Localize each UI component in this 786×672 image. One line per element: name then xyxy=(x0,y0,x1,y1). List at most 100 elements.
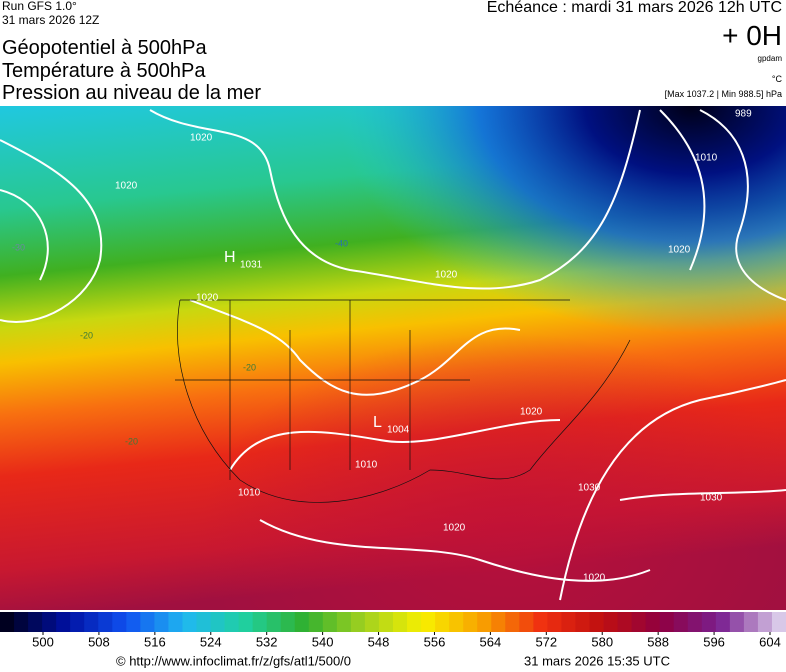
map-label: 1020 xyxy=(520,407,543,418)
map-label: 1020 xyxy=(435,270,458,281)
colorbar-swatch xyxy=(294,612,310,632)
colorbar-swatch xyxy=(477,612,492,632)
colorbar-swatch xyxy=(126,612,141,632)
isobars xyxy=(0,109,786,601)
colorbar-label: 556 xyxy=(424,634,446,649)
map-label: 1030 xyxy=(700,493,723,504)
map-label: -40 xyxy=(335,238,348,248)
colorbar-swatch xyxy=(393,612,408,632)
colorbar-swatch xyxy=(463,612,478,632)
map-label: 1020 xyxy=(190,133,213,144)
colorbar-swatch xyxy=(421,612,436,632)
colorbar-swatch xyxy=(407,612,422,632)
extremes: [Max 1037.2 | Min 988.5] hPa xyxy=(664,89,782,99)
unit: gpdam xyxy=(757,54,782,63)
colorbar-label: 580 xyxy=(591,634,613,649)
colorbar-swatch xyxy=(617,612,633,632)
colorbar-swatch xyxy=(505,612,520,632)
colorbar-swatch xyxy=(238,612,254,632)
colorbar-swatch xyxy=(350,612,366,632)
colorbar-swatch xyxy=(56,612,71,632)
colorbar-swatch xyxy=(519,612,534,632)
colorbar-label: 540 xyxy=(312,634,334,649)
colorbar-swatch xyxy=(729,612,745,632)
colorbar-swatch xyxy=(449,612,464,632)
colorbar-swatch xyxy=(364,612,380,632)
colorbar-swatch xyxy=(84,612,99,632)
colorbar-label: 500 xyxy=(32,634,54,649)
map-label: 989 xyxy=(735,109,752,120)
colorbar-swatch xyxy=(210,612,226,632)
colorbar-label: 548 xyxy=(368,634,390,649)
map-label: 1020 xyxy=(443,523,466,534)
title: Géopotentiel à 500hPa xyxy=(2,37,207,59)
colorbar-swatch xyxy=(0,612,15,632)
colorbar-swatch xyxy=(252,612,268,632)
title: Pression au niveau de la mer xyxy=(2,82,262,104)
colorbar-swatch xyxy=(322,612,338,632)
map-label: -20 xyxy=(80,330,93,340)
colorbar-swatch xyxy=(701,612,717,632)
colorbar-swatch xyxy=(561,612,576,632)
colorbar-swatch xyxy=(196,612,212,632)
colorbar-swatch xyxy=(687,612,703,632)
map-label: 1030 xyxy=(578,483,601,494)
colorbar-swatch xyxy=(308,612,324,632)
map-label: -20 xyxy=(243,362,256,372)
map-label: -30 xyxy=(12,242,25,252)
colorbar-swatch xyxy=(435,612,450,632)
colorbar-swatch xyxy=(266,612,282,632)
colorbar-swatch xyxy=(673,612,689,632)
colorbar-swatch xyxy=(168,612,183,632)
colorbar-swatch xyxy=(603,612,619,632)
map-label: H xyxy=(224,249,236,266)
map-label: 1020 xyxy=(668,245,691,256)
offset: + 0H xyxy=(722,20,782,51)
map-label: 1010 xyxy=(695,153,718,164)
colorbar-label: 588 xyxy=(647,634,669,649)
map-label: 1020 xyxy=(196,293,219,304)
map-label: L xyxy=(373,414,382,431)
colorbar-swatch xyxy=(28,612,43,632)
footer-url: © http://www.infoclimat.fr/z/gfs/atl1/50… xyxy=(116,653,351,668)
unit: °C xyxy=(771,74,782,84)
echeance: Echéance : mardi 31 mars 2026 12h UTC xyxy=(486,0,782,16)
colorbar-swatch xyxy=(715,612,731,632)
title: Température à 500hPa xyxy=(2,60,206,82)
colorbar-swatch xyxy=(743,612,759,632)
colorbar-swatch xyxy=(336,612,352,632)
colorbar-label: 564 xyxy=(480,634,502,649)
colorbar-swatch xyxy=(631,612,647,632)
colorbar-swatch xyxy=(757,612,773,632)
colorbar-swatch xyxy=(42,612,57,632)
colorbar-swatch xyxy=(280,612,296,632)
colorbar-swatch xyxy=(645,612,661,632)
colorbar: 500 508 516 524 532 540 548 556 564 572 580 588 596 6… xyxy=(0,612,786,649)
colorbar-swatch xyxy=(154,612,169,632)
colorbar-swatch xyxy=(575,612,590,632)
colorbar-swatch xyxy=(112,612,127,632)
colorbar-swatch xyxy=(533,612,548,632)
colorbar-label: 572 xyxy=(535,634,557,649)
colorbar-label: 516 xyxy=(144,634,166,649)
colorbar-label: 532 xyxy=(256,634,278,649)
colorbar-label: 596 xyxy=(703,634,725,649)
map-label: 1004 xyxy=(387,425,410,436)
colorbar-label: 524 xyxy=(200,634,222,649)
colorbar-swatch xyxy=(491,612,506,632)
colorbar-swatch xyxy=(224,612,240,632)
boundaries xyxy=(175,299,631,503)
colorbar-swatch xyxy=(378,612,394,632)
colorbar-swatch xyxy=(182,612,197,632)
map-label: 1010 xyxy=(238,488,261,499)
run-date: 31 mars 2026 12Z xyxy=(2,13,100,27)
colorbar-label: 508 xyxy=(88,634,110,649)
map-field xyxy=(0,106,786,610)
colorbar-swatch xyxy=(771,612,786,632)
colorbar-swatch xyxy=(547,612,562,632)
map-label: 1031 xyxy=(240,260,263,271)
colorbar-swatch xyxy=(70,612,85,632)
colorbar-swatch xyxy=(589,612,605,632)
